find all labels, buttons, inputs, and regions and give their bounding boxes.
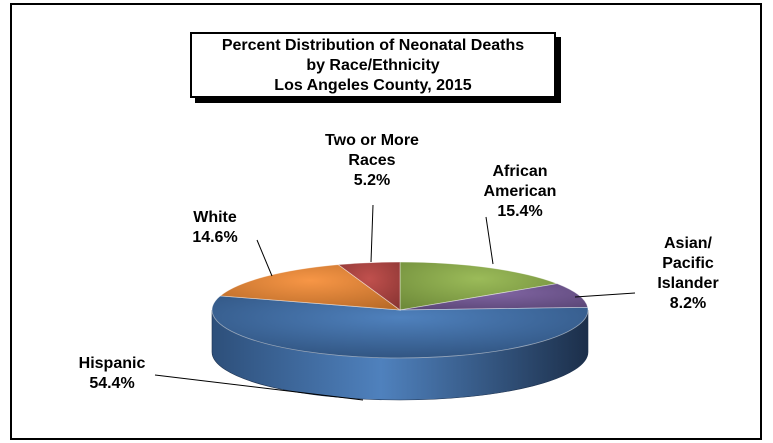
slice-asian-pacific-islander	[399, 283, 589, 311]
leader-line-two-or-more-races	[370, 204, 374, 263]
data-label-african-american: African American 15.4%	[484, 163, 557, 220]
chart-title-line-3: Los Angeles County, 2015	[274, 77, 472, 94]
data-label-white: White 14.6%	[192, 209, 237, 246]
chart-title-line-1: Percent Distribution of Neonatal Deaths	[221, 37, 525, 54]
chart-title-line-2: by Race/Ethnicity	[306, 57, 440, 74]
chart-title: Percent Distribution of Neonatal Deaths …	[190, 32, 556, 98]
data-label-two-or-more-races: Two or More Races 5.2%	[325, 132, 419, 189]
data-label-hispanic: Hispanic 54.4%	[79, 355, 146, 392]
slice-two-or-more-races	[337, 261, 401, 311]
leader-line-hispanic	[154, 374, 364, 401]
leader-line-white	[256, 239, 273, 277]
slice-white	[219, 264, 402, 311]
slice-hispanic	[211, 295, 589, 359]
leader-line-asian-pacific-islander	[574, 292, 636, 298]
slice-african-american	[399, 261, 559, 311]
leader-line-african-american	[485, 216, 494, 265]
data-label-asian-pacific-islander: Asian/Pacific Islander 8.2%	[657, 235, 718, 312]
